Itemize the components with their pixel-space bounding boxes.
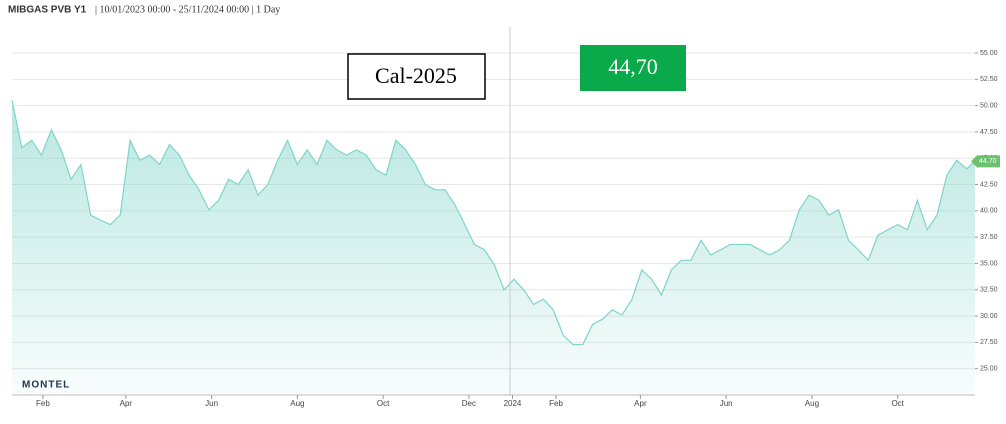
y-tick-label: 52.50: [980, 76, 998, 83]
y-tick-label: 47.50: [980, 129, 998, 136]
x-tick-label: Aug: [290, 399, 304, 408]
x-tick-label: Jun: [720, 399, 733, 408]
x-tick-label: Feb: [549, 399, 563, 408]
y-tick-label: 40.00: [980, 208, 998, 215]
x-tick-label: Apr: [120, 399, 133, 408]
annotation: 44,70: [608, 54, 658, 79]
logo: MONTEL: [22, 380, 70, 391]
y-tick-label: 30.00: [980, 313, 998, 320]
x-tick-label: 2024: [504, 399, 522, 408]
x-tick-label: Aug: [805, 399, 819, 408]
x-tick-label: Feb: [36, 399, 50, 408]
y-tick-label: 35.00: [980, 260, 998, 267]
chart-subtitle: | 10/01/2023 00:00 - 25/11/2024 00:00 | …: [95, 4, 280, 15]
plot: [11, 100, 976, 396]
annotation-box: [580, 45, 686, 91]
x-tick-label: Dec: [462, 399, 476, 408]
annotation: Cal-2025: [375, 63, 457, 88]
y-tick-label: 50.00: [980, 102, 998, 109]
line: [11, 100, 976, 346]
y-tick-label: 55.00: [980, 50, 998, 57]
y-tick-label: 32.50: [980, 287, 998, 294]
x-tick-label: Oct: [891, 399, 904, 408]
y-axis-labels: 25.00 27.50 30.00 32.50 35.00 37.50 40.00 42.50…: [971, 50, 1000, 373]
x-tick-label: Oct: [377, 399, 390, 408]
x-tick-label: Apr: [634, 399, 647, 408]
x-axis-labels: Feb Apr Jun Aug Oct Dec 2024 Feb Apr Jun Aug Oct: [36, 395, 905, 408]
x-tick-label: Jun: [205, 399, 218, 408]
annotation-box: [347, 53, 486, 100]
area: [12, 100, 975, 396]
y-tick-label: 25.00: [980, 366, 998, 373]
y-tick-label: 27.50: [980, 339, 998, 346]
y-tick-label: 42.50: [980, 181, 998, 188]
y-tick-label: 37.50: [980, 234, 998, 241]
chart-title: MIBGAS PVB Y1: [8, 5, 87, 16]
last-value-badge: [971, 155, 1000, 168]
last-value-label: 44.70: [979, 158, 997, 165]
